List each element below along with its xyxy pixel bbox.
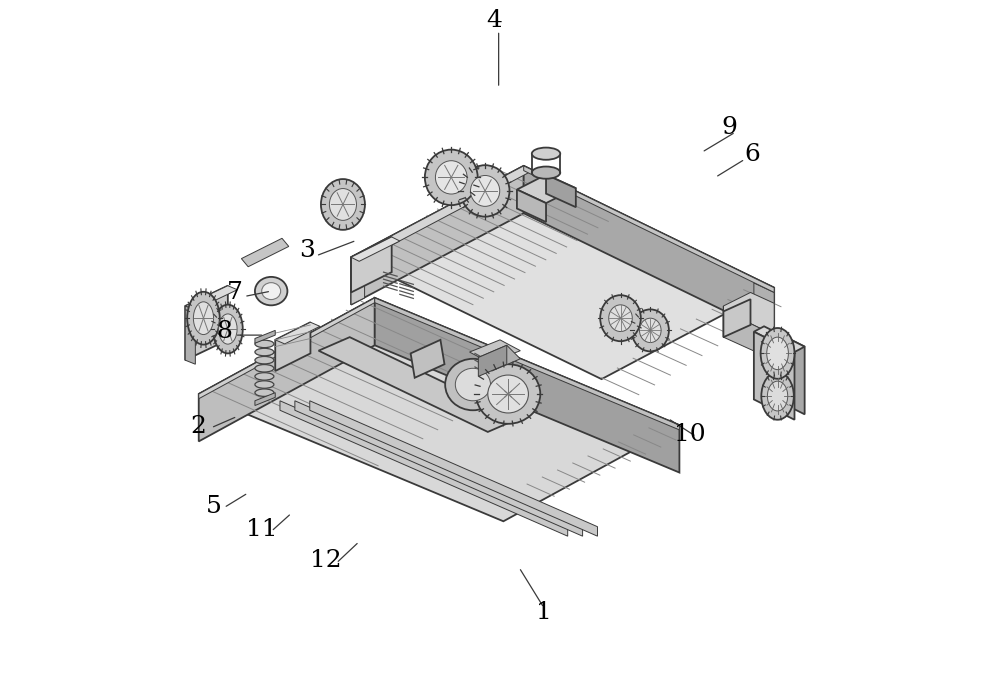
- Ellipse shape: [213, 305, 243, 353]
- Polygon shape: [351, 166, 524, 305]
- Ellipse shape: [255, 364, 274, 372]
- Polygon shape: [723, 299, 750, 337]
- Ellipse shape: [761, 328, 794, 378]
- Ellipse shape: [219, 314, 237, 344]
- Ellipse shape: [639, 318, 661, 343]
- Polygon shape: [319, 337, 519, 432]
- Polygon shape: [351, 166, 532, 262]
- Ellipse shape: [425, 150, 478, 205]
- Ellipse shape: [600, 295, 641, 341]
- Ellipse shape: [187, 292, 220, 345]
- Polygon shape: [280, 401, 568, 536]
- Text: 11: 11: [246, 518, 277, 541]
- Polygon shape: [375, 298, 679, 430]
- Ellipse shape: [255, 372, 274, 380]
- Polygon shape: [351, 237, 392, 292]
- Polygon shape: [754, 326, 805, 352]
- Ellipse shape: [532, 148, 560, 160]
- Polygon shape: [255, 330, 275, 343]
- Text: 4: 4: [487, 9, 503, 32]
- Ellipse shape: [255, 277, 287, 305]
- Polygon shape: [478, 345, 507, 376]
- Ellipse shape: [761, 372, 794, 420]
- Ellipse shape: [767, 337, 788, 370]
- Polygon shape: [199, 298, 679, 521]
- Text: 2: 2: [191, 415, 207, 438]
- Ellipse shape: [476, 364, 540, 424]
- Ellipse shape: [455, 368, 491, 401]
- Polygon shape: [517, 190, 546, 222]
- Text: 3: 3: [299, 239, 315, 262]
- Polygon shape: [764, 326, 805, 414]
- Polygon shape: [241, 238, 289, 267]
- Polygon shape: [199, 298, 375, 399]
- Polygon shape: [310, 401, 597, 536]
- Ellipse shape: [532, 167, 560, 179]
- Ellipse shape: [262, 283, 281, 299]
- Ellipse shape: [461, 165, 509, 217]
- Ellipse shape: [255, 380, 274, 388]
- Polygon shape: [478, 345, 520, 371]
- Polygon shape: [524, 166, 774, 335]
- Ellipse shape: [255, 348, 274, 356]
- Text: 12: 12: [310, 549, 342, 572]
- Text: 1: 1: [536, 601, 552, 624]
- Polygon shape: [524, 166, 774, 292]
- Ellipse shape: [255, 340, 274, 348]
- Text: 7: 7: [227, 281, 243, 304]
- Polygon shape: [351, 237, 400, 261]
- Polygon shape: [754, 332, 794, 420]
- Polygon shape: [754, 283, 774, 340]
- Text: 8: 8: [217, 320, 232, 343]
- Ellipse shape: [767, 381, 788, 411]
- Polygon shape: [275, 322, 310, 371]
- Polygon shape: [185, 286, 228, 360]
- Ellipse shape: [609, 305, 632, 332]
- Polygon shape: [375, 298, 679, 473]
- Polygon shape: [546, 175, 576, 207]
- Text: 10: 10: [674, 423, 705, 446]
- Text: 5: 5: [206, 495, 222, 518]
- Polygon shape: [470, 340, 520, 363]
- Polygon shape: [185, 306, 195, 364]
- Polygon shape: [295, 401, 583, 536]
- Polygon shape: [411, 340, 444, 378]
- Polygon shape: [275, 322, 320, 344]
- Polygon shape: [185, 286, 237, 310]
- Polygon shape: [723, 292, 774, 337]
- Ellipse shape: [255, 356, 274, 364]
- Ellipse shape: [255, 389, 274, 397]
- Polygon shape: [723, 306, 774, 360]
- Ellipse shape: [632, 309, 669, 351]
- Ellipse shape: [445, 359, 501, 410]
- Ellipse shape: [470, 175, 500, 206]
- Ellipse shape: [488, 375, 528, 413]
- Polygon shape: [351, 166, 774, 379]
- Ellipse shape: [435, 160, 467, 194]
- Ellipse shape: [329, 188, 356, 220]
- Text: 6: 6: [744, 143, 760, 166]
- Ellipse shape: [193, 302, 214, 334]
- Ellipse shape: [321, 179, 365, 230]
- Text: 9: 9: [721, 116, 737, 139]
- Polygon shape: [199, 298, 375, 441]
- Polygon shape: [517, 175, 576, 203]
- Polygon shape: [255, 393, 275, 406]
- Polygon shape: [351, 250, 365, 305]
